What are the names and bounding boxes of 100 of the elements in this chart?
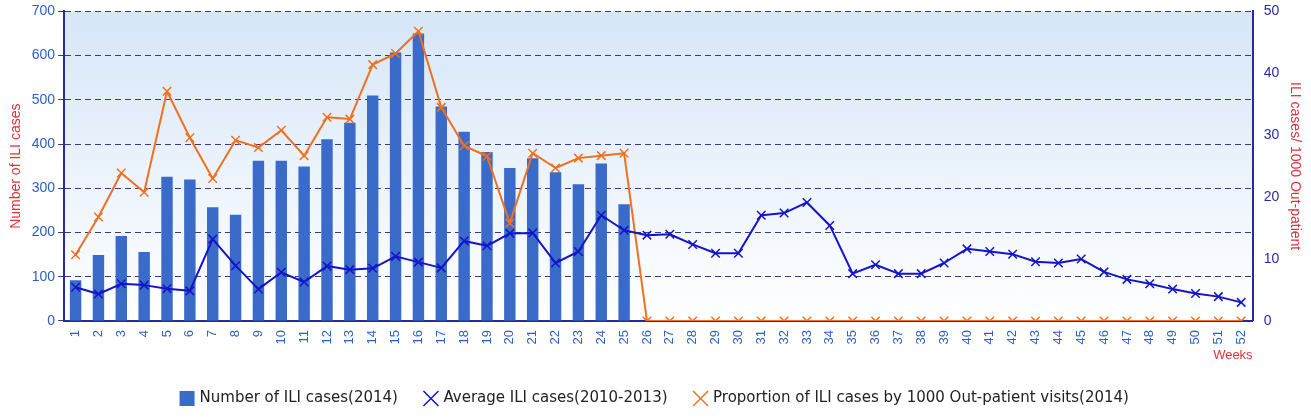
- point: [1144, 278, 1155, 289]
- x-tick-label: 39: [935, 329, 951, 345]
- y-tick-label: 500: [31, 90, 56, 107]
- point: [664, 229, 675, 240]
- point: [939, 258, 950, 268]
- x-tick-label: 43: [1027, 329, 1043, 345]
- bar: [435, 106, 447, 321]
- x-tick-label: 16: [409, 329, 425, 345]
- point: [1121, 274, 1132, 285]
- point: [1099, 266, 1110, 277]
- bar: [298, 166, 310, 321]
- bar: [412, 33, 425, 321]
- x-tick-label: 51: [1209, 329, 1225, 345]
- point: [299, 150, 310, 161]
- bar: [161, 176, 173, 321]
- x-tick-label: 4: [135, 329, 151, 338]
- point: [619, 225, 630, 236]
- point: [116, 278, 127, 289]
- y2-tick-label: 0: [1263, 311, 1272, 328]
- point: [367, 263, 378, 274]
- point: [550, 258, 561, 268]
- x-tick-label: 33: [798, 329, 814, 345]
- legend-label: Average ILI cases(2010-2013): [443, 388, 668, 407]
- bar: [618, 204, 630, 321]
- bar: [92, 255, 105, 321]
- x-tick-label: 17: [432, 329, 448, 345]
- point: [550, 163, 561, 174]
- x-tick-label: 41: [981, 329, 997, 345]
- y-tick-label: 600: [31, 46, 56, 63]
- point: [847, 268, 858, 279]
- bar: [526, 158, 539, 321]
- point: [413, 26, 424, 37]
- bar: [138, 251, 150, 321]
- point: [527, 227, 538, 238]
- x-tick-label: 37: [889, 329, 905, 345]
- point: [504, 218, 515, 229]
- x-tick-label: 3: [112, 329, 128, 338]
- x-tick-label: 1: [67, 329, 83, 338]
- bar: [229, 214, 242, 321]
- x-tick-label: 52: [1232, 329, 1248, 345]
- point: [253, 142, 264, 153]
- bar: [275, 160, 287, 321]
- point: [687, 239, 698, 250]
- point: [70, 282, 81, 293]
- bar: [252, 160, 265, 321]
- point: [459, 140, 470, 151]
- point: [779, 208, 790, 219]
- y-tick-label: 400: [31, 134, 56, 151]
- point: [230, 135, 241, 146]
- bar: [69, 280, 82, 321]
- y-tick-label: 0: [47, 311, 56, 328]
- y2-tick-label: 10: [1263, 249, 1280, 266]
- point: [116, 167, 127, 178]
- point: [1053, 258, 1064, 268]
- y-tick-label: 700: [31, 2, 56, 19]
- x-tick-label: 22: [547, 329, 563, 345]
- bar: [115, 236, 128, 321]
- point: [253, 284, 264, 295]
- point: [527, 148, 538, 159]
- bar: [389, 52, 402, 321]
- x-axis-title: Weeks: [1213, 346, 1254, 362]
- point: [1076, 254, 1087, 265]
- x-tick-label: 11: [295, 329, 311, 344]
- point: [870, 259, 881, 270]
- point: [390, 251, 401, 262]
- point: [824, 220, 835, 231]
- x-tick-label: 45: [1072, 329, 1088, 345]
- bar: [321, 139, 333, 321]
- x-tick-label: 46: [1095, 329, 1111, 345]
- point: [276, 267, 287, 278]
- bar: [184, 179, 196, 321]
- point: [1213, 291, 1224, 302]
- x-tick-label: 30: [729, 329, 745, 345]
- bar: [549, 172, 562, 321]
- x-tick-label: 8: [227, 329, 243, 338]
- point: [710, 248, 721, 259]
- point: [207, 234, 218, 245]
- point: [641, 230, 652, 241]
- bar: [344, 122, 356, 321]
- x-tick-label: 29: [707, 329, 723, 345]
- point: [733, 248, 744, 259]
- point: [1236, 297, 1247, 308]
- point: [139, 187, 150, 198]
- x-tick-label: 25: [615, 329, 631, 345]
- x-tick-label: 32: [775, 329, 791, 345]
- point: [573, 246, 584, 257]
- point: [276, 125, 287, 136]
- x-tick-label: 31: [752, 329, 768, 345]
- x-tick-label: 28: [684, 329, 700, 345]
- point: [436, 262, 447, 273]
- point: [756, 210, 767, 221]
- x-tick-label: 36: [867, 329, 883, 345]
- point: [984, 246, 995, 257]
- bar: [595, 163, 607, 321]
- point: [162, 283, 172, 294]
- y2-tick-label: 50: [1263, 2, 1280, 19]
- x-tick-label: 24: [592, 329, 608, 345]
- x-tick-label: 5: [158, 329, 174, 338]
- bar: [458, 131, 470, 321]
- point: [139, 280, 150, 291]
